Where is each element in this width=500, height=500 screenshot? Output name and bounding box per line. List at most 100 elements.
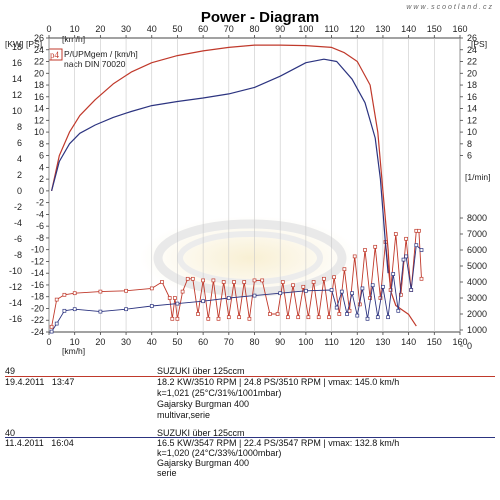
x-tick-label-bottom: 120 (350, 337, 365, 347)
x-tick-label-top: 70 (224, 24, 234, 34)
series-2-rpm-point (345, 312, 349, 316)
series-1-rpm-point (167, 296, 172, 300)
left-ps-tick-label: 24 (34, 45, 44, 55)
series-1-rpm-point (316, 315, 321, 320)
left-ps-tick-label: -20 (31, 303, 44, 313)
left-ps-tick-label: 12 (34, 115, 44, 125)
right-ps-tick-label: 18 (467, 80, 477, 90)
x-tick-label-bottom: 150 (427, 337, 442, 347)
right-rpm-tick-label: 8000 (467, 213, 487, 223)
left-kw-tick-label: -8 (14, 250, 22, 260)
series-1-rpm-point (419, 276, 424, 281)
left-ps-tick-label: 6 (39, 151, 44, 161)
series-1-rpm-point (327, 315, 331, 320)
series-1-rpm-point (296, 315, 301, 320)
left-ps-tick-label: 4 (39, 162, 44, 172)
x-tick-label-top: 100 (298, 24, 313, 34)
left-ps-tick-label: 8 (39, 139, 44, 149)
x-tick-label-bottom: 60 (198, 337, 208, 347)
run-2-line-5: serie (157, 468, 177, 478)
series-1-rpm-point (332, 275, 336, 280)
right-ps-tick-label: 22 (467, 57, 477, 67)
right-ps-tick-label: 8 (467, 139, 472, 149)
right-ps-tick-label: 26 (467, 33, 477, 43)
info-box-line2: nach DIN 70020 (64, 59, 126, 69)
series-1-rpm-point (221, 280, 226, 284)
left-ps-tick-label: 20 (34, 68, 44, 78)
right-rpm-tick-label: 2000 (467, 309, 487, 319)
chart-title: Power - Diagram (201, 9, 319, 26)
series-1-rpm-point (49, 324, 54, 329)
x-tick-label-top: 110 (324, 24, 338, 34)
run-2-id: 40 (5, 428, 16, 438)
x-tick-label-top: 140 (401, 24, 416, 34)
right-rpm-tick-label: 3000 (467, 293, 487, 303)
left-kw-tick-label: -14 (9, 298, 22, 308)
left-kw-tick-label: -10 (9, 266, 22, 276)
series-1-rpm-point (342, 267, 347, 272)
watermark-logo (140, 216, 360, 300)
series-2-rpm-point (396, 308, 401, 313)
series-2-rpm-point (350, 291, 354, 296)
run-2-line-4: Gajarsky Burgman 400 (157, 458, 250, 468)
x-tick-label-top: 160 (452, 24, 467, 34)
x-tick-label-bottom: 10 (70, 337, 80, 347)
series-1-rpm-point (337, 312, 342, 316)
right-rpm-tick-label: 1000 (467, 325, 487, 335)
x-tick-label-bottom: 140 (401, 337, 416, 347)
run-2-rule (5, 437, 495, 438)
series-1-rpm-point (180, 289, 185, 294)
series-2-rpm-point (124, 307, 128, 312)
series-2-rpm-point (226, 296, 231, 300)
series-2-rpm-point (391, 272, 396, 276)
left-ps-tick-label: 26 (34, 33, 44, 43)
series-1-rpm-point (206, 316, 211, 321)
series-2-rpm-point (149, 304, 154, 308)
series-2-rpm-point (49, 329, 54, 334)
right-rpm-tick-label: 7000 (467, 229, 487, 239)
x-tick-label-top: 10 (70, 24, 80, 34)
series-1-rpm-point (399, 292, 403, 297)
top-speed-unit: [km/h] (62, 34, 85, 44)
series-1-rpm-point (54, 297, 59, 302)
series-1-rpm-point (363, 248, 367, 252)
x-tick-label-top: 40 (147, 24, 157, 34)
bottom-speed-unit: [km/h] (62, 346, 85, 356)
x-tick-label-top: 80 (249, 24, 259, 34)
left-ps-tick-label: -14 (31, 268, 44, 278)
series-2-rpm-point (355, 313, 360, 318)
series-1-rpm-point (252, 278, 257, 283)
left-kw-tick-label: -4 (14, 218, 22, 228)
run-1-line-2: 18.2 KW/3510 RPM | 24.8 PS/3510 RPM | vm… (157, 377, 400, 387)
series-2-rpm-point (72, 307, 77, 312)
run-1-time-value: 13:47 (51, 377, 75, 387)
left-kw-tick-label: -12 (9, 282, 22, 292)
series-2-rpm-point (62, 308, 67, 313)
series-2-rpm-point (401, 257, 406, 262)
left-kw-tick-label: 6 (17, 138, 22, 148)
run-1-line-1: SUZUKI über 125ccm (157, 366, 245, 376)
series-1-rpm-point (201, 278, 205, 283)
series-1-rpm-point (72, 291, 77, 296)
series-2-rpm-point (278, 291, 283, 296)
x-tick-label-bottom: 160 (452, 337, 467, 347)
x-tick-label-bottom: 110 (324, 337, 338, 347)
left-kw-tick-label: 12 (12, 90, 22, 100)
run-1-date: 19.4.2011 13:47 (5, 377, 74, 388)
left-ps-tick-label: 14 (34, 104, 44, 114)
series-1-rpm-point (247, 316, 252, 321)
series-1-rpm-point (306, 315, 311, 320)
series-1-rpm-point (275, 312, 280, 316)
run-2-line-1: SUZUKI über 125ccm (157, 428, 245, 438)
x-tick-label-top: 30 (121, 24, 131, 34)
series-1-rpm-point (185, 276, 190, 281)
left-ps-tick-label: -16 (31, 280, 44, 290)
left-ps-tick-label: -2 (36, 198, 44, 208)
series-1-rpm-point (352, 254, 357, 259)
run-1-id: 49 (5, 366, 16, 376)
series-1-rpm-point (173, 296, 177, 300)
left-ps-tick-label: -6 (36, 221, 44, 231)
series-2-rpm-point (414, 243, 419, 248)
series-2-rpm-point (252, 293, 257, 298)
series-2-rpm-point (386, 315, 390, 320)
